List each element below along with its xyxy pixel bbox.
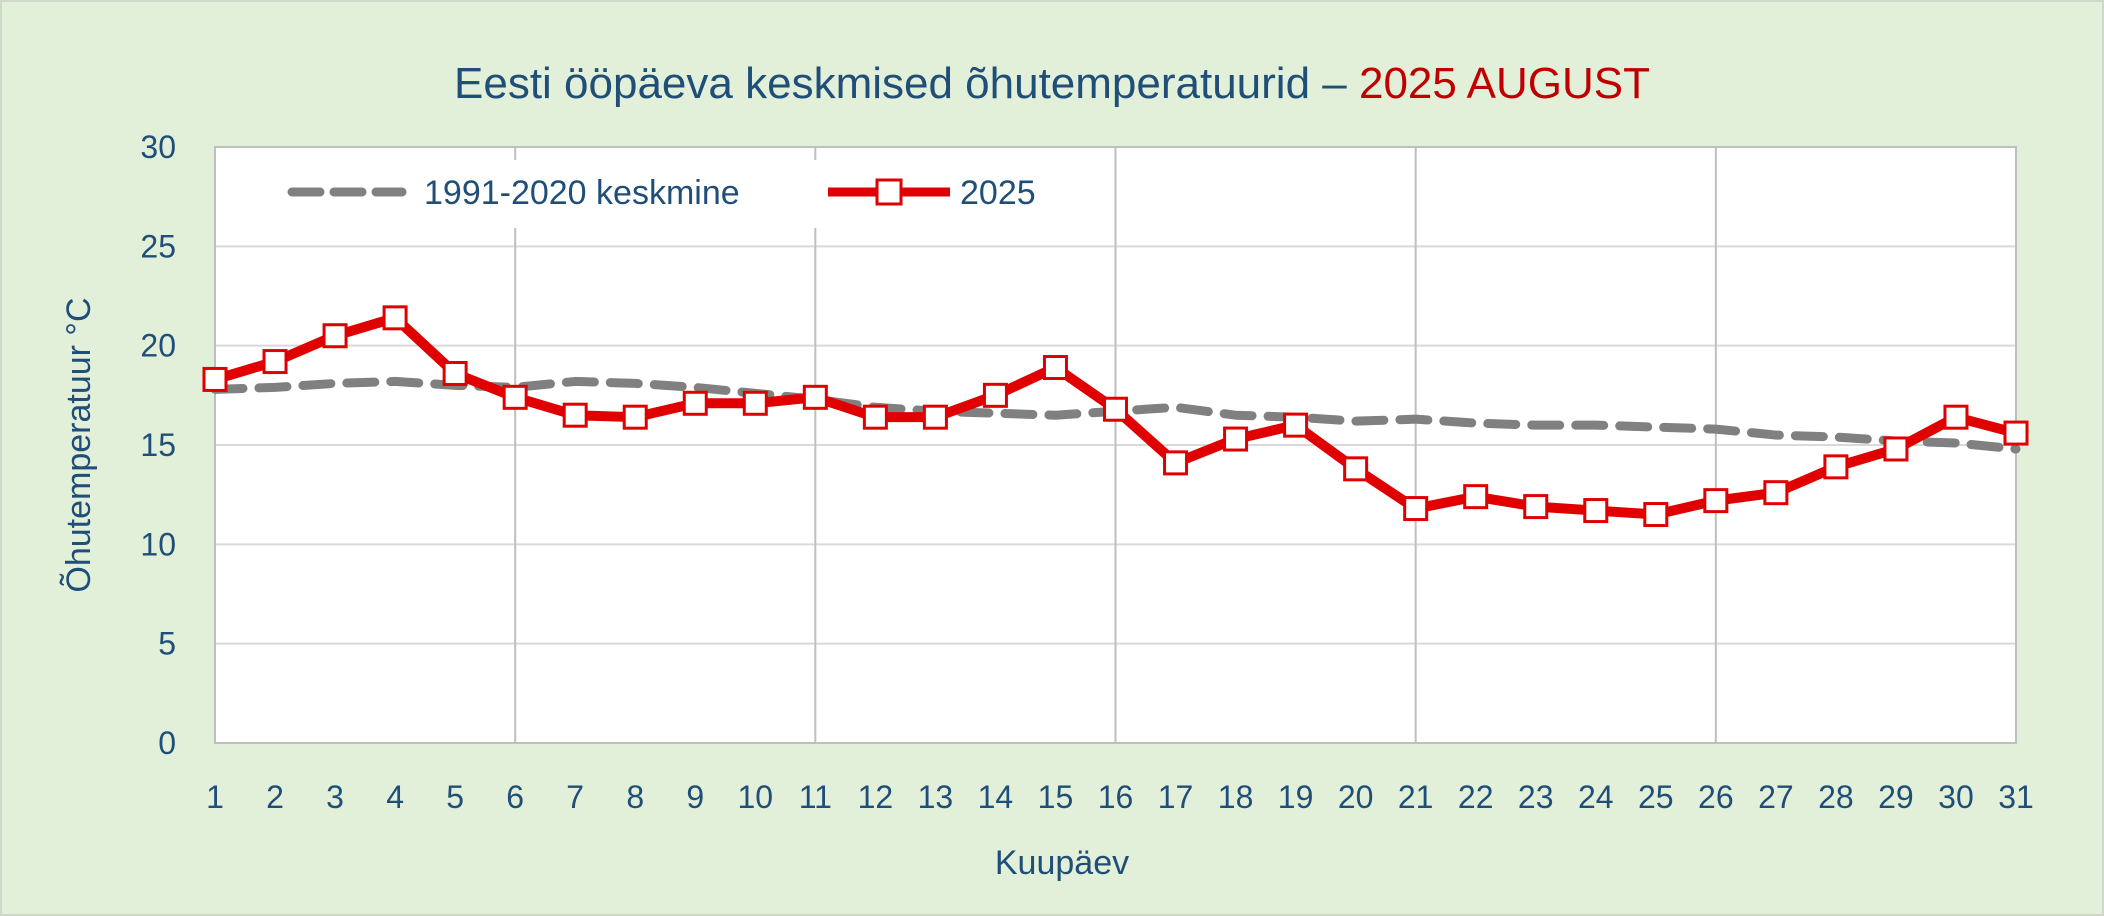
x-tick-label: 19 [1278,779,1314,815]
data-point-marker [1823,454,1849,480]
data-point-marker [1523,494,1549,520]
x-tick-label: 11 [799,779,832,815]
data-point-marker [1103,396,1128,422]
data-point-marker [1223,426,1249,452]
data-point-marker [682,390,708,416]
gridlines [214,146,2017,744]
x-tick-label: 7 [566,779,584,815]
legend-marker-2025-square [875,178,903,206]
chart-title-highlight: 2025 AUGUST [1359,59,1650,108]
x-tick-label: 24 [1578,779,1614,815]
data-point-marker [982,382,1008,408]
y-tick-labels: 0 5 10 15 20 25 30 [140,129,176,761]
x-tick-label: 23 [1518,779,1554,815]
data-point-marker [922,404,948,430]
data-point-marker [802,384,828,410]
data-point-marker [1883,436,1909,462]
x-tick-label: 1 [206,779,224,815]
x-tick-label: 18 [1218,779,1254,815]
x-tick-label: 17 [1158,779,1194,815]
x-tick-label: 14 [978,779,1014,815]
chart-title: Eesti ööpäeva keskmised õhutemperatuurid… [454,59,1650,108]
data-point-marker [262,349,288,375]
data-point-marker [2003,420,2029,446]
x-tick-label: 16 [1098,779,1134,815]
x-tick-labels: 1 2 3 4 5 6 7 8 9 10 11 12 13 14 15 16 17 18 19 20 21 22 23 24 2… [206,779,2034,815]
x-tick-label: 25 [1638,779,1674,815]
data-point-marker [1703,488,1729,514]
x-tick-label: 6 [506,779,524,815]
legend-label-2025: 2025 [960,174,1036,212]
x-tick-label: 28 [1818,779,1854,815]
chart-title-main: Eesti ööpäeva keskmised õhutemperatuurid… [454,59,1359,108]
data-point-marker [502,384,528,410]
legend-label-baseline: 1991-2020 keskmine [424,174,740,212]
data-point-marker [562,402,588,428]
y-tick-label: 10 [140,526,176,562]
x-tick-label: 9 [686,779,704,815]
x-tick-label: 5 [446,779,464,815]
data-point-marker [1583,498,1609,524]
data-point-marker [1763,480,1789,506]
x-tick-label: 8 [626,779,644,815]
x-tick-label: 15 [1038,779,1074,815]
x-tick-label: 20 [1338,779,1374,815]
x-tick-label: 31 [1998,779,2034,815]
x-tick-label: 21 [1398,779,1434,815]
data-point-marker [322,323,348,349]
data-point-marker [862,404,888,430]
x-tick-label: 4 [386,779,404,815]
x-tick-label: 29 [1878,779,1914,815]
data-point-marker [1163,450,1189,476]
x-tick-label: 10 [738,779,774,815]
data-point-marker [1042,355,1068,381]
data-point-marker [622,404,648,430]
legend: 1991-2020 keskmine 2025 [270,160,1050,228]
y-tick-label: 0 [158,725,176,761]
y-tick-label: 20 [140,328,176,364]
data-point-marker [1643,502,1669,528]
x-axis-label: Kuupäev [995,844,1129,882]
data-point-marker [1463,484,1489,510]
y-axis-label: Õhutemperatuur °C [60,297,98,592]
y-tick-label: 15 [140,427,176,463]
data-point-marker [202,366,228,392]
x-tick-label: 12 [858,779,894,815]
x-tick-label: 30 [1938,779,1974,815]
x-tick-label: 26 [1698,779,1734,815]
data-point-marker [1403,496,1429,522]
data-point-marker [1343,456,1369,482]
data-point-marker [382,305,408,331]
data-point-marker [1943,404,1969,430]
y-tick-label: 5 [158,626,176,662]
x-tick-label: 27 [1758,779,1794,815]
data-point-marker [1283,412,1309,438]
y-tick-label: 30 [140,129,176,165]
data-point-marker [742,390,768,416]
x-tick-label: 13 [918,779,954,815]
series-layer [202,305,2029,528]
x-tick-label: 22 [1458,779,1494,815]
data-point-marker [442,360,468,386]
x-tick-label: 2 [266,779,284,815]
x-tick-label: 3 [326,779,344,815]
y-tick-label: 25 [140,228,176,264]
